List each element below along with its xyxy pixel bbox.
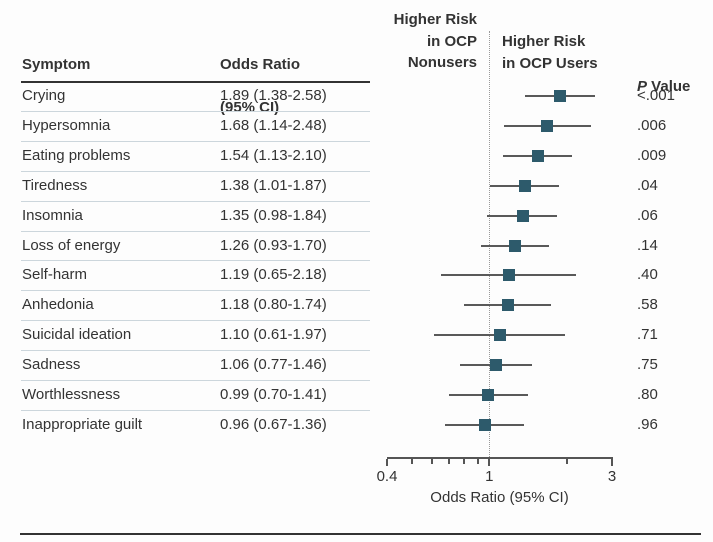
row-symptom-label: Inappropriate guilt — [22, 415, 143, 433]
row-odds-ratio-value: 1.54 (1.13-2.10) — [220, 146, 327, 164]
x-axis-tick — [386, 459, 388, 466]
x-axis-tick-label: 3 — [607, 468, 617, 485]
row-symptom-label: Tiredness — [22, 176, 88, 194]
row-odds-ratio-value: 1.06 (0.77-1.46) — [220, 356, 327, 374]
row-odds-ratio-value: 1.19 (0.65-2.18) — [220, 266, 327, 284]
row-symptom-label: Worthlessness — [22, 386, 121, 403]
forest-marker — [501, 299, 514, 312]
row-p-value: .06 — [637, 206, 658, 224]
odds-ratio-header-line1: Odds Ratio — [220, 55, 301, 73]
table-header-rule — [21, 81, 370, 83]
forest-marker — [493, 329, 506, 342]
row-separator — [21, 110, 370, 112]
row-odds-ratio-value: 1.68 (1.14-2.48) — [220, 116, 327, 134]
row-p-value: .96 — [637, 415, 658, 433]
row-p-value: .71 — [637, 326, 658, 344]
row-symptom-label: Suicidal ideation — [22, 326, 132, 344]
row-odds-ratio-value: 1.35 (0.98-1.84) — [220, 206, 327, 224]
row-symptom-label: Crying — [22, 87, 66, 104]
row-separator — [21, 350, 370, 352]
row-separator — [21, 290, 370, 292]
forest-marker — [502, 269, 515, 282]
row-p-value: .009 — [637, 146, 667, 164]
row-symptom-label: Insomnia — [22, 206, 83, 224]
row-separator — [21, 380, 370, 382]
row-odds-ratio-value: 1.18 (0.80-1.74) — [220, 296, 327, 314]
x-axis-title: Odds Ratio (95% CI) — [430, 489, 569, 506]
p-value-column-header: P Value — [637, 54, 690, 97]
row-separator — [21, 170, 370, 172]
row-separator — [21, 140, 370, 142]
row-p-value: .14 — [637, 236, 658, 254]
row-odds-ratio-value: 1.26 (0.93-1.70) — [220, 236, 327, 254]
row-separator — [21, 260, 370, 262]
higher-risk-nonusers-label: Higher Risk in OCP Nonusers — [393, 11, 477, 71]
forest-marker — [509, 239, 522, 252]
forest-marker — [519, 179, 532, 192]
x-axis-tick — [410, 459, 413, 464]
higher-risk-users-label: Higher Risk in OCP Users — [502, 33, 598, 72]
forest-marker — [489, 359, 502, 372]
x-axis-tick — [448, 459, 451, 464]
row-odds-ratio-value: 0.96 (0.67-1.36) — [220, 415, 327, 433]
figure-bottom-rule — [20, 533, 701, 535]
x-axis-tick-label: 0.4 — [376, 468, 398, 485]
x-axis-tick — [463, 459, 466, 464]
row-separator — [21, 200, 370, 202]
row-p-value: .04 — [637, 176, 658, 194]
row-separator — [21, 230, 370, 232]
row-p-value: <.001 — [637, 87, 675, 104]
p-value-header-rest: Value — [647, 77, 691, 95]
row-odds-ratio-value: 1.89 (1.38-2.58) — [220, 87, 327, 104]
row-odds-ratio-value: 0.99 (0.70-1.41) — [220, 386, 327, 403]
row-separator — [21, 320, 370, 322]
forest-marker — [541, 119, 554, 132]
row-symptom-label: Anhedonia — [22, 296, 94, 314]
row-symptom-label: Loss of energy — [22, 236, 121, 254]
row-p-value: .80 — [637, 386, 658, 403]
row-symptom-label: Eating problems — [22, 146, 131, 164]
row-symptom-label: Self-harm — [22, 266, 88, 284]
x-axis-tick — [431, 459, 434, 464]
x-axis-tick-label: 1 — [485, 468, 494, 485]
x-axis-tick — [611, 459, 613, 466]
row-p-value: .40 — [637, 266, 658, 284]
row-p-value: .58 — [637, 296, 658, 314]
row-odds-ratio-value: 1.10 (0.61-1.97) — [220, 326, 327, 344]
forest-marker — [482, 389, 495, 401]
forest-marker — [554, 90, 567, 102]
row-separator — [21, 409, 370, 411]
forest-marker — [478, 418, 491, 431]
forest-marker — [531, 149, 544, 162]
x-axis-tick — [488, 459, 491, 466]
row-symptom-label: Sadness — [22, 356, 81, 374]
row-p-value: .006 — [637, 116, 667, 134]
symptom-column-header: Symptom — [22, 56, 91, 73]
row-symptom-label: Hypersomnia — [22, 116, 111, 134]
x-axis-tick — [476, 459, 479, 464]
forest-marker — [516, 209, 529, 222]
row-p-value: .75 — [637, 356, 658, 374]
row-odds-ratio-value: 1.38 (1.01-1.87) — [220, 176, 327, 194]
p-value-header-italic: P — [637, 77, 648, 95]
x-axis-tick — [565, 459, 568, 464]
x-axis-line — [387, 457, 613, 459]
reference-line-or1 — [488, 31, 490, 457]
